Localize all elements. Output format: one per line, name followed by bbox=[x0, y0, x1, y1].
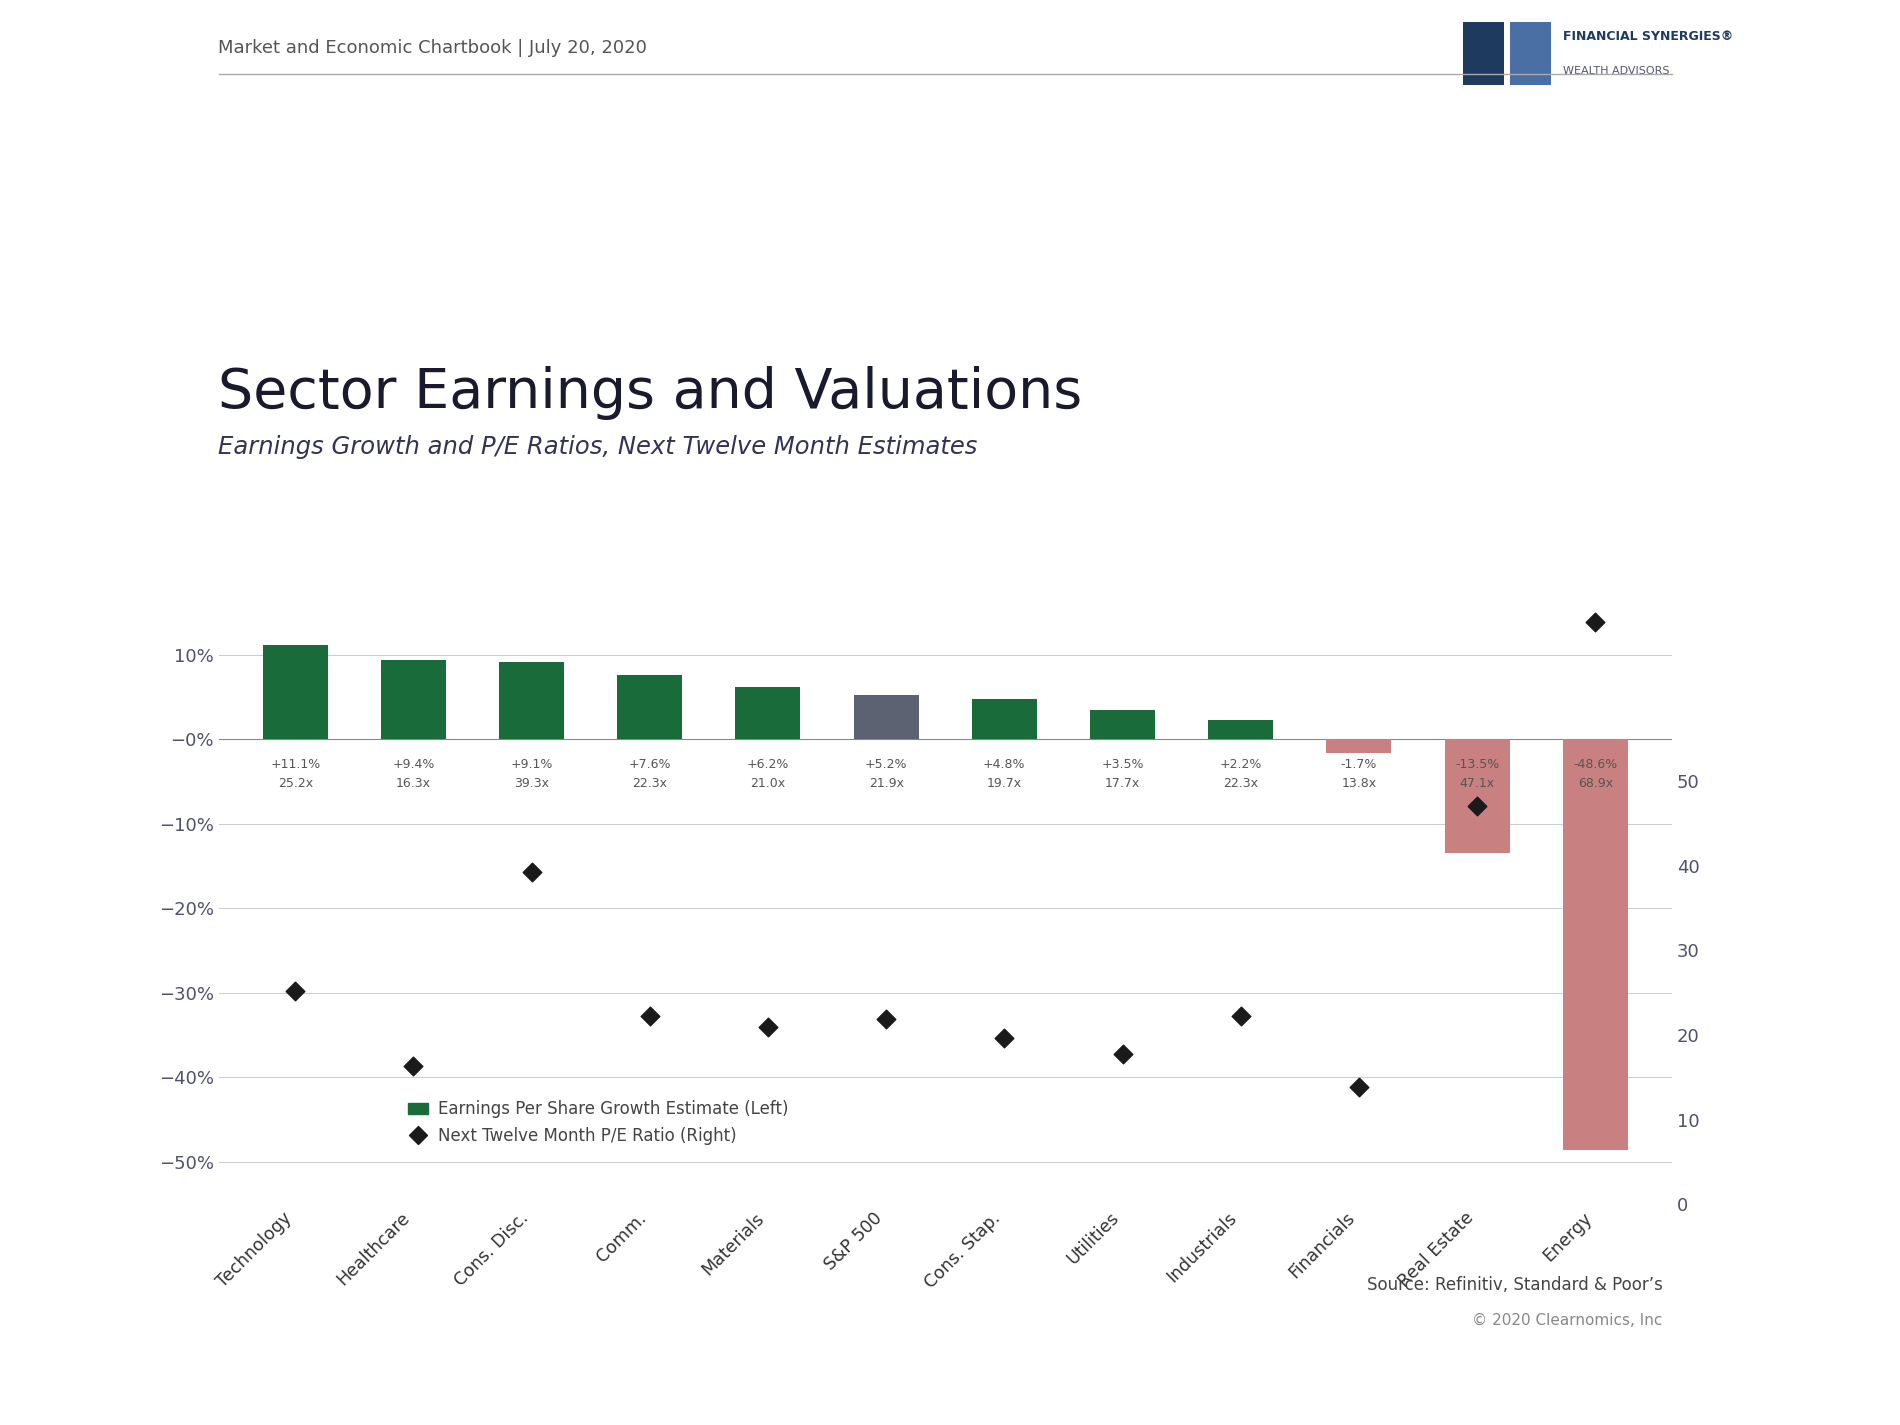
Text: 17.7x: 17.7x bbox=[1106, 777, 1140, 789]
Point bbox=[1108, 1043, 1138, 1066]
FancyBboxPatch shape bbox=[1463, 21, 1503, 86]
Bar bbox=[1326, 740, 1391, 754]
Bar bbox=[1444, 740, 1509, 854]
FancyBboxPatch shape bbox=[1510, 21, 1550, 86]
Point bbox=[1581, 610, 1611, 633]
Text: +7.6%: +7.6% bbox=[629, 758, 671, 771]
Text: 21.9x: 21.9x bbox=[868, 777, 904, 789]
Point bbox=[1226, 1005, 1256, 1027]
Bar bbox=[853, 695, 920, 740]
Text: +9.1%: +9.1% bbox=[511, 758, 553, 771]
Point bbox=[635, 1005, 665, 1027]
Text: 25.2x: 25.2x bbox=[277, 777, 314, 789]
Bar bbox=[735, 687, 800, 740]
Bar bbox=[1562, 740, 1628, 1150]
Text: © 2020 Clearnomics, Inc: © 2020 Clearnomics, Inc bbox=[1472, 1314, 1662, 1328]
Text: 16.3x: 16.3x bbox=[395, 777, 431, 789]
Text: -13.5%: -13.5% bbox=[1455, 758, 1499, 771]
Text: 13.8x: 13.8x bbox=[1341, 777, 1376, 789]
Text: 22.3x: 22.3x bbox=[1224, 777, 1258, 789]
Text: FINANCIAL SYNERGIES®: FINANCIAL SYNERGIES® bbox=[1564, 30, 1733, 43]
Text: +6.2%: +6.2% bbox=[747, 758, 788, 771]
Bar bbox=[1091, 710, 1155, 740]
Text: 19.7x: 19.7x bbox=[986, 777, 1022, 789]
Bar bbox=[382, 660, 446, 740]
Text: Market and Economic Chartbook | July 20, 2020: Market and Economic Chartbook | July 20,… bbox=[218, 38, 648, 57]
Legend: Earnings Per Share Growth Estimate (Left), Next Twelve Month P/E Ratio (Right): Earnings Per Share Growth Estimate (Left… bbox=[401, 1094, 794, 1151]
Text: U.S. Stock Market: U.S. Stock Market bbox=[27, 614, 46, 811]
Text: +2.2%: +2.2% bbox=[1220, 758, 1262, 771]
Text: -48.6%: -48.6% bbox=[1573, 758, 1617, 771]
Text: 22.3x: 22.3x bbox=[633, 777, 667, 789]
Text: +5.2%: +5.2% bbox=[864, 758, 908, 771]
Text: 21.0x: 21.0x bbox=[750, 777, 785, 789]
Point bbox=[870, 1007, 901, 1030]
Text: +3.5%: +3.5% bbox=[1102, 758, 1144, 771]
Text: +9.4%: +9.4% bbox=[391, 758, 435, 771]
Point bbox=[517, 861, 547, 884]
Text: +4.8%: +4.8% bbox=[982, 758, 1026, 771]
Point bbox=[752, 1015, 783, 1037]
Bar bbox=[971, 698, 1037, 740]
Text: 68.9x: 68.9x bbox=[1577, 777, 1613, 789]
Text: -1.7%: -1.7% bbox=[1341, 758, 1378, 771]
Point bbox=[990, 1026, 1020, 1049]
Point bbox=[399, 1054, 429, 1077]
Point bbox=[279, 979, 310, 1002]
Bar bbox=[500, 663, 564, 740]
Text: Earnings Growth and P/E Ratios, Next Twelve Month Estimates: Earnings Growth and P/E Ratios, Next Twe… bbox=[218, 435, 978, 459]
Text: 47.1x: 47.1x bbox=[1459, 777, 1495, 789]
Text: 39.3x: 39.3x bbox=[515, 777, 549, 789]
Bar bbox=[262, 646, 329, 740]
Point bbox=[1343, 1076, 1374, 1099]
Text: WEALTH ADVISORS: WEALTH ADVISORS bbox=[1564, 66, 1670, 76]
Text: Sector Earnings and Valuations: Sector Earnings and Valuations bbox=[218, 366, 1083, 420]
Bar bbox=[618, 675, 682, 740]
Text: Source: Refinitiv, Standard & Poor’s: Source: Refinitiv, Standard & Poor’s bbox=[1366, 1275, 1662, 1294]
Text: +11.1%: +11.1% bbox=[270, 758, 321, 771]
Point bbox=[1461, 795, 1492, 818]
Bar bbox=[1208, 721, 1273, 740]
